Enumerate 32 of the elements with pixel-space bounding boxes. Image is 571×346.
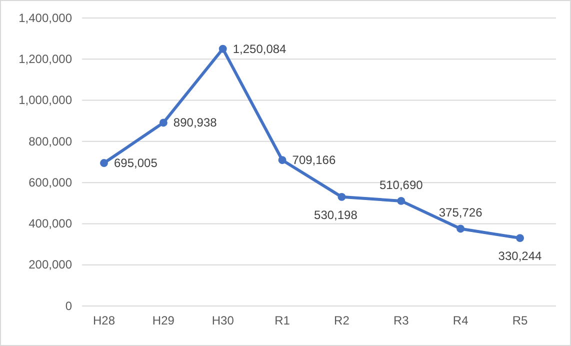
x-tick-label: H28: [92, 314, 116, 328]
data-label: 890,938: [173, 116, 218, 130]
point: [397, 196, 406, 205]
y-tick-label: 400,000: [28, 216, 72, 231]
y-tick-label: 600,000: [28, 175, 72, 190]
point: [516, 234, 524, 242]
point: [338, 192, 346, 201]
x-tick-label: R1: [274, 314, 290, 328]
data-label: 695,005: [114, 156, 158, 170]
point: [218, 44, 227, 53]
x-tick-label: R5: [512, 314, 528, 328]
point: [159, 118, 168, 127]
y-tick-label: 1,400,000: [18, 10, 72, 25]
data-label: 709,166: [292, 153, 336, 168]
data-label: 330,244: [498, 249, 542, 264]
y-tick-label: 200,000: [28, 258, 72, 272]
x-tick-label: R2: [334, 314, 350, 328]
y-tick-label: 0: [65, 298, 72, 313]
x-tick-label: R3: [393, 314, 410, 328]
x-tick-label: H29: [152, 314, 175, 328]
y-tick-label: 1,200,000: [18, 52, 72, 66]
data-label: 530,198: [314, 208, 358, 222]
data-label: 1,250,084: [232, 42, 287, 56]
y-tick-label: 800,000: [28, 134, 72, 148]
point: [278, 156, 286, 164]
data-label: 375,726: [438, 206, 483, 220]
x-tick-label: H30: [212, 314, 234, 328]
data-label: 510,690: [379, 178, 424, 192]
point: [456, 224, 465, 233]
x-tick-label: R4: [452, 314, 469, 328]
y-tick-label: 1,000,000: [18, 93, 72, 108]
point: [100, 159, 108, 168]
